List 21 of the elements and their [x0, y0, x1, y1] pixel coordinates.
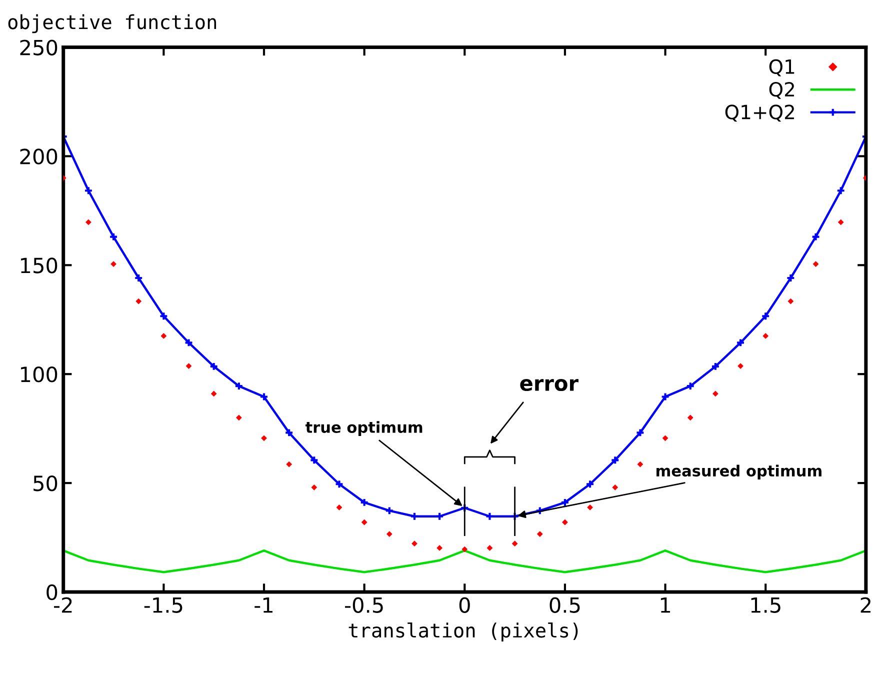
x-tick-label: 0 [459, 597, 470, 613]
y-tick-label: 150 [21, 258, 58, 274]
x-tick-label: -0.5 [345, 597, 383, 613]
x-tick-label: -1.5 [144, 597, 182, 613]
x-tick-label: 1.5 [751, 597, 780, 613]
legend-label: Q2 [769, 82, 794, 99]
annotation: error [520, 379, 578, 392]
annotation: true optimum [305, 421, 422, 436]
x-tick-label: 0.5 [550, 597, 580, 613]
y-tick-label: 250 [20, 40, 58, 56]
x-tick-label: 1 [660, 597, 670, 613]
x-tick-label: -1 [254, 597, 272, 613]
y-tick-label: 50 [34, 475, 58, 492]
legend-label: Q1+Q2 [725, 104, 794, 122]
y-tick-label: 100 [21, 366, 58, 382]
y-tick-label: 200 [20, 148, 58, 164]
legend-label: Q1 [769, 59, 794, 76]
y-axis-title: objective function [8, 14, 216, 34]
x-axis-title: translation (pixels) [348, 622, 578, 642]
annotation: measured optimum [656, 464, 822, 480]
x-tick-label: 2 [860, 597, 870, 613]
